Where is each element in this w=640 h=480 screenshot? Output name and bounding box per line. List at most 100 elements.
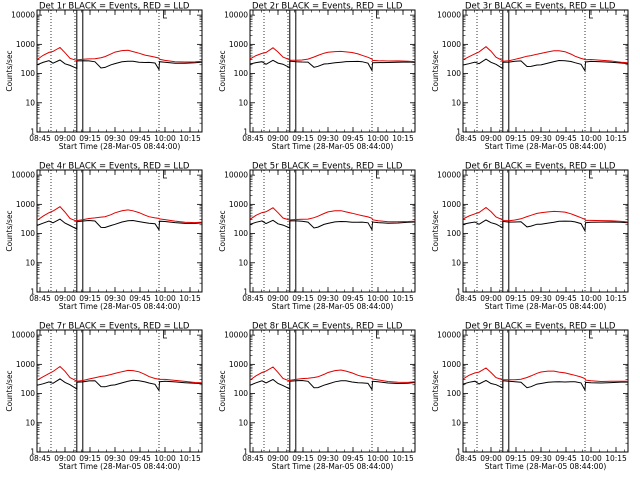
y-tick-label: 100 <box>447 229 462 238</box>
x-axis-label: Start Time (28-Mar-05 08:44:00) <box>272 142 394 151</box>
series-line <box>249 59 416 73</box>
y-tick-label: 10000 <box>437 171 461 180</box>
plot-frame <box>36 169 203 293</box>
panel-title: Det 7r BLACK = Events, RED = LLD <box>39 322 190 332</box>
x-axis-label: Start Time (28-Mar-05 08:44:00) <box>272 302 394 311</box>
x-tick-label: 09:00 <box>480 134 502 143</box>
y-tick-label: 100 <box>21 229 36 238</box>
y-tick-label: 10000 <box>224 171 248 180</box>
detector-panel: Det 8r BLACK = Events, RED = LLD 1 10 100 10… <box>218 322 416 471</box>
series-line <box>249 366 416 383</box>
detector-panel: Det 9r BLACK = Events, RED = LLD 1 10 100 10… <box>431 322 629 471</box>
x-tick-label: 09:30 <box>317 134 339 143</box>
series-line <box>36 218 203 232</box>
plot-frame <box>36 329 203 453</box>
x-tick-label: 09:45 <box>555 134 577 143</box>
series-line <box>249 219 416 232</box>
detector-panel: Det 5r BLACK = Events, RED = LLD 1 10 100 10… <box>218 162 416 311</box>
series-line <box>249 47 416 63</box>
series-line <box>462 58 629 73</box>
y-tick-label: 10000 <box>11 171 35 180</box>
y-tick-label: 1000 <box>442 40 461 49</box>
y-tick-label: 10000 <box>11 331 35 340</box>
y-tick-label: 10000 <box>11 11 35 20</box>
x-tick-label: 09:15 <box>79 294 101 303</box>
x-tick-label: 09:45 <box>555 294 577 303</box>
x-tick-label: 09:30 <box>530 294 552 303</box>
series-line <box>249 207 416 223</box>
y-tick-label: 1 <box>30 448 35 457</box>
x-tick-label: 10:15 <box>605 454 627 463</box>
y-tick-label: 10 <box>238 258 248 267</box>
y-tick-label: 100 <box>21 69 36 78</box>
y-tick-label: 100 <box>234 69 249 78</box>
detector-panel: Det 6r BLACK = Events, RED = LLD 1 10 100 10… <box>431 162 629 311</box>
y-tick-label: 10 <box>25 418 35 427</box>
x-axis-label: Start Time (28-Mar-05 08:44:00) <box>272 462 394 471</box>
y-tick-label: 10000 <box>224 11 248 20</box>
series-line <box>462 46 629 64</box>
y-tick-label: 1 <box>456 448 461 457</box>
x-tick-label: 09:00 <box>54 454 76 463</box>
detector-panel: Det 1r BLACK = Events, RED = LLD 1 10 100 10… <box>5 2 203 151</box>
panel-title: Det 8r BLACK = Events, RED = LLD <box>252 322 403 332</box>
plot-frame <box>249 329 416 453</box>
y-tick-label: 1000 <box>229 200 248 209</box>
x-tick-label: 09:30 <box>104 294 126 303</box>
y-tick-label: 10 <box>238 418 248 427</box>
series-line <box>36 378 203 393</box>
panel-title: Det 2r BLACK = Events, RED = LLD <box>252 2 403 12</box>
x-tick-label: 10:15 <box>392 294 414 303</box>
x-tick-label: 08:45 <box>29 134 51 143</box>
y-tick-label: 1000 <box>16 40 35 49</box>
plot-frame <box>462 329 629 453</box>
x-tick-label: 10:15 <box>605 134 627 143</box>
y-axis-label: Counts/sec <box>5 370 14 411</box>
y-tick-label: 10000 <box>437 11 461 20</box>
x-tick-label: 10:00 <box>154 134 176 143</box>
x-tick-label: 09:45 <box>555 454 577 463</box>
y-axis-label: Counts/sec <box>431 50 440 91</box>
y-tick-label: 10 <box>451 418 461 427</box>
corner-marker <box>589 330 593 339</box>
y-axis-label: Counts/sec <box>431 210 440 251</box>
y-tick-label: 1000 <box>229 40 248 49</box>
series-line <box>462 219 629 233</box>
x-tick-label: 09:45 <box>342 294 364 303</box>
y-tick-label: 1000 <box>16 360 35 369</box>
corner-marker <box>163 170 167 179</box>
plot-frame <box>249 9 416 133</box>
x-tick-label: 10:15 <box>605 294 627 303</box>
x-tick-label: 10:00 <box>580 134 602 143</box>
plot-frame <box>462 9 629 133</box>
x-tick-label: 09:00 <box>267 134 289 143</box>
y-tick-label: 100 <box>234 229 249 238</box>
detector-panel: Det 4r BLACK = Events, RED = LLD 1 10 100 10… <box>5 162 203 311</box>
x-axis-label: Start Time (28-Mar-05 08:44:00) <box>485 142 607 151</box>
x-tick-label: 08:45 <box>242 134 264 143</box>
x-tick-label: 09:00 <box>267 294 289 303</box>
detector-panel: Det 3r BLACK = Events, RED = LLD 1 10 100 10… <box>431 2 629 151</box>
x-tick-label: 09:30 <box>317 454 339 463</box>
y-axis-label: Counts/sec <box>431 370 440 411</box>
x-tick-label: 09:15 <box>292 454 314 463</box>
x-tick-label: 10:15 <box>179 134 201 143</box>
x-tick-label: 09:45 <box>129 134 151 143</box>
x-tick-label: 09:00 <box>267 454 289 463</box>
x-axis-label: Start Time (28-Mar-05 08:44:00) <box>59 142 181 151</box>
x-tick-label: 10:15 <box>392 134 414 143</box>
panel-title: Det 1r BLACK = Events, RED = LLD <box>39 2 190 12</box>
panel-title: Det 3r BLACK = Events, RED = LLD <box>465 2 616 12</box>
series-line <box>36 59 203 72</box>
y-tick-label: 1 <box>30 288 35 297</box>
detector-panel: Det 2r BLACK = Events, RED = LLD 1 10 100 10… <box>218 2 416 151</box>
x-tick-label: 09:45 <box>342 454 364 463</box>
series-line <box>36 365 203 384</box>
y-tick-label: 100 <box>234 389 249 398</box>
x-tick-label: 10:00 <box>367 454 389 463</box>
y-tick-label: 100 <box>447 69 462 78</box>
x-tick-label: 09:15 <box>292 294 314 303</box>
panel-title: Det 5r BLACK = Events, RED = LLD <box>252 162 403 172</box>
corner-marker <box>163 10 167 19</box>
y-tick-label: 10000 <box>224 331 248 340</box>
